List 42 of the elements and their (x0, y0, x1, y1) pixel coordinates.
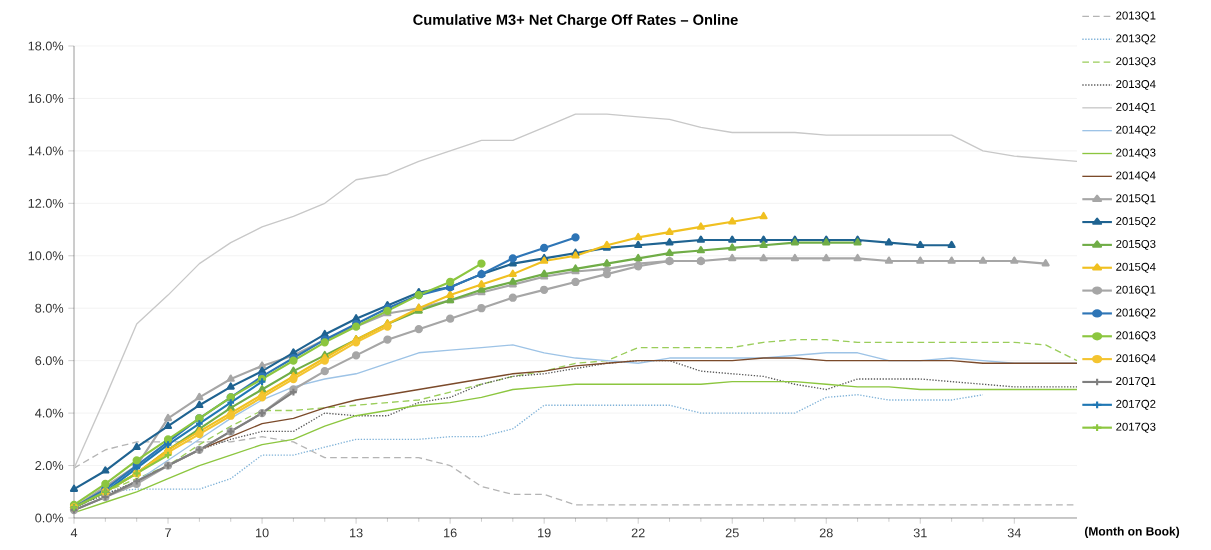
x-tick-label: 22 (631, 528, 645, 538)
legend-label: 2015Q2 (1116, 217, 1156, 228)
legend-label: 2017Q1 (1116, 377, 1156, 388)
legend-label: 2016Q1 (1116, 285, 1156, 296)
y-tick-label: 0.0% (35, 513, 64, 523)
legend-label: 2015Q4 (1116, 262, 1156, 273)
legend-label: 2016Q3 (1116, 331, 1156, 342)
x-tick-label: 13 (350, 528, 363, 538)
y-tick-label: 18.0% (28, 41, 64, 51)
x-tick-label: 16 (444, 528, 457, 538)
y-tick-label: 14.0% (28, 146, 64, 156)
legend-label: 2015Q3 (1116, 239, 1156, 250)
legend-label: 2014Q1 (1116, 102, 1156, 113)
x-tick-label: 28 (819, 528, 833, 538)
x-tick-label: 10 (255, 528, 269, 538)
x-tick-label: 19 (538, 528, 551, 538)
legend-label: 2013Q4 (1116, 80, 1156, 91)
legend-label: 2015Q1 (1116, 194, 1156, 205)
legend-label: 2016Q4 (1116, 354, 1156, 365)
x-tick-label: 25 (725, 528, 739, 538)
legend-label: 2014Q2 (1116, 125, 1156, 136)
y-tick-label: 8.0% (35, 303, 64, 313)
legend-label: 2013Q1 (1116, 11, 1156, 22)
y-tick-label: 2.0% (35, 461, 64, 471)
legend-label: 2016Q2 (1116, 308, 1156, 319)
legend-label: 2013Q3 (1116, 57, 1156, 68)
legend-label: 2013Q2 (1116, 34, 1156, 45)
x-tick-label: 34 (1007, 528, 1021, 538)
legend-label: 2014Q4 (1116, 171, 1156, 182)
y-tick-label: 4.0% (35, 408, 64, 418)
x-tick-label: 4 (70, 528, 78, 538)
y-tick-label: 10.0% (28, 251, 64, 261)
x-axis-title: (Month on Book) (1084, 526, 1180, 538)
y-tick-label: 6.0% (35, 356, 64, 366)
x-tick-label: 31 (913, 528, 927, 538)
y-tick-label: 12.0% (28, 198, 64, 208)
legend-label: 2017Q2 (1116, 399, 1156, 410)
chart-title: Cumulative M3+ Net Charge Off Rates – Online (413, 14, 738, 28)
y-tick-label: 16.0% (28, 93, 64, 103)
x-tick-label: 7 (165, 528, 171, 538)
legend-label: 2014Q3 (1116, 148, 1156, 159)
legend-label: 2017Q3 (1116, 422, 1156, 433)
